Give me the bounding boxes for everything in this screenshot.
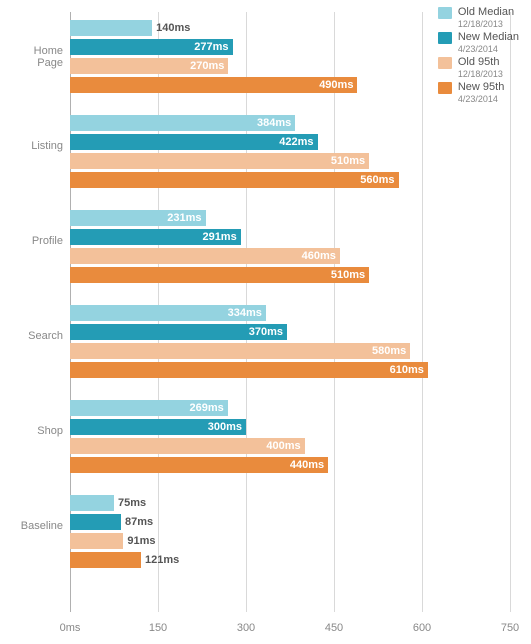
bar-value-label: 269ms [190,402,224,414]
bar-value-label: 510ms [331,155,365,167]
category-label: Shop [5,425,63,438]
bar: 384ms [70,115,295,131]
legend-label: New Median [458,31,519,44]
latency-bar-chart: 0ms 150 300 450 600 750 Home Page 140ms 277ms 270… [0,0,531,644]
category-label: Home Page [5,45,63,70]
bar: 300ms [70,419,246,435]
x-tick-label: 150 [149,622,167,634]
category-label: Listing [5,140,63,153]
category-group: Shop269ms300ms400ms440ms [70,400,510,473]
legend-date: 12/18/2013 [458,69,503,79]
category-group: Search334ms370ms580ms610ms [70,305,510,378]
bar: 277ms [70,39,233,55]
bar-value-label: 140ms [156,22,190,34]
bar-value-label: 75ms [118,497,146,509]
bar-value-label: 370ms [249,326,283,338]
bar: 291ms [70,229,241,245]
legend-item: New Median4/23/2014 [438,31,519,54]
category-label: Profile [5,235,63,248]
legend-date: 4/23/2014 [458,94,504,104]
category-label: Search [5,330,63,343]
bar-value-label: 270ms [190,60,224,72]
bar: 400ms [70,438,305,454]
bar-value-label: 422ms [279,136,313,148]
bar-value-label: 510ms [331,269,365,281]
bar-value-label: 231ms [167,212,201,224]
x-tick-label: 750 [501,622,519,634]
bar: 121ms [70,552,141,568]
bar: 269ms [70,400,228,416]
legend-label: Old 95th [458,56,503,69]
bar: 610ms [70,362,428,378]
legend-item: Old 95th12/18/2013 [438,56,519,79]
bar: 460ms [70,248,340,264]
bar: 334ms [70,305,266,321]
bar-value-label: 87ms [125,516,153,528]
bar-value-label: 334ms [228,307,262,319]
bar-value-label: 400ms [266,440,300,452]
legend-swatch [438,7,452,19]
legend-label: New 95th [458,81,504,94]
bar: 510ms [70,153,369,169]
bar: 270ms [70,58,228,74]
bar-value-label: 384ms [257,117,291,129]
category-group: Baseline75ms87ms91ms121ms [70,495,510,568]
bar-value-label: 440ms [290,459,324,471]
category-label: Baseline [5,520,63,533]
bar-value-label: 490ms [319,79,353,91]
category-group: Listing384ms422ms510ms560ms [70,115,510,188]
x-tick-label: 300 [237,622,255,634]
bar: 140ms [70,20,152,36]
legend-text: New Median4/23/2014 [458,31,519,54]
x-tick-label: 0ms [60,622,81,634]
bar: 75ms [70,495,114,511]
bar-value-label: 291ms [202,231,236,243]
bar: 231ms [70,210,206,226]
legend-text: Old 95th12/18/2013 [458,56,503,79]
category-group: Profile231ms291ms460ms510ms [70,210,510,283]
bar-value-label: 610ms [390,364,424,376]
x-tick-label: 450 [325,622,343,634]
bar: 422ms [70,134,318,150]
bar: 510ms [70,267,369,283]
bar-value-label: 277ms [194,41,228,53]
bar: 580ms [70,343,410,359]
legend-swatch [438,82,452,94]
legend-date: 4/23/2014 [458,44,519,54]
legend-item: Old Median12/18/2013 [438,6,519,29]
legend-swatch [438,32,452,44]
legend: Old Median12/18/2013New Median4/23/2014O… [438,6,519,106]
legend-text: New 95th4/23/2014 [458,81,504,104]
bar-value-label: 560ms [360,174,394,186]
bar: 490ms [70,77,357,93]
legend-text: Old Median12/18/2013 [458,6,514,29]
bar-value-label: 91ms [127,535,155,547]
bar: 440ms [70,457,328,473]
legend-swatch [438,57,452,69]
bar: 370ms [70,324,287,340]
legend-date: 12/18/2013 [458,19,514,29]
bar-value-label: 121ms [145,554,179,566]
bar-value-label: 300ms [208,421,242,433]
bar-value-label: 460ms [302,250,336,262]
x-tick-label: 600 [413,622,431,634]
bar-value-label: 580ms [372,345,406,357]
bar: 87ms [70,514,121,530]
bar: 560ms [70,172,399,188]
legend-item: New 95th4/23/2014 [438,81,519,104]
bar: 91ms [70,533,123,549]
legend-label: Old Median [458,6,514,19]
